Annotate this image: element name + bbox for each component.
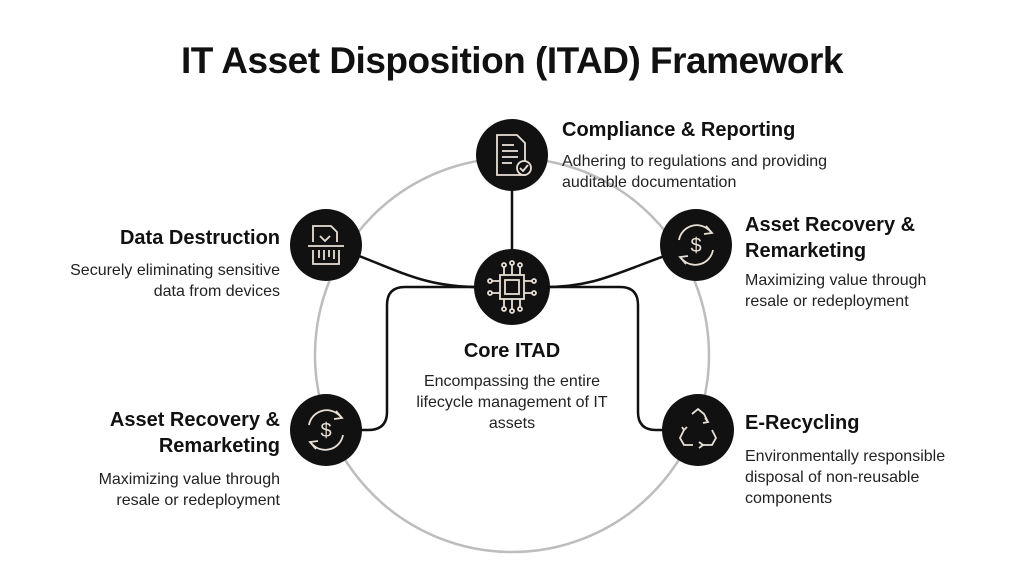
connector-recovery-left — [330, 285, 480, 432]
compliance-title: Compliance & Reporting — [562, 119, 796, 141]
microchip-icon — [487, 260, 537, 314]
recycling-description: Environmentally responsible disposal of … — [745, 448, 946, 507]
center-title: Core ITAD — [463, 340, 561, 362]
data-destruction-description: Securely eliminating sensitive data from… — [70, 262, 280, 300]
node-recovery-left: $ — [290, 394, 362, 466]
recovery-right-title: Asset Recovery & Remarketing — [745, 214, 916, 262]
recovery-left-title: Asset Recovery & Remarketing — [109, 409, 280, 457]
node-recycling — [662, 394, 734, 466]
node-compliance — [476, 119, 548, 191]
compliance-description: Adhering to regulations and providing au… — [562, 153, 828, 191]
shredder-icon — [308, 225, 344, 265]
page-title: IT Asset Disposition (ITAD) Framework — [181, 40, 843, 81]
svg-text:$: $ — [690, 235, 701, 257]
data-destruction-title: Data Destruction — [119, 227, 280, 249]
svg-text:$: $ — [320, 420, 331, 442]
recovery-right-description: Maximizing value through resale or redep… — [745, 272, 927, 310]
recycling-title: E-Recycling — [745, 412, 860, 434]
dollar-cycle-icon — [308, 409, 344, 451]
node-center — [474, 249, 550, 325]
node-recovery-right: $ — [660, 209, 732, 281]
node-data-destruction — [290, 209, 362, 281]
recycle-icon — [678, 407, 718, 449]
recovery-left-description: Maximizing value through resale or redep… — [98, 471, 280, 509]
center-description: Encompassing the entire lifecycle manage… — [416, 373, 608, 432]
dollar-cycle-icon — [678, 224, 714, 266]
connector-recycling — [545, 285, 698, 432]
document-check-icon — [496, 134, 532, 176]
